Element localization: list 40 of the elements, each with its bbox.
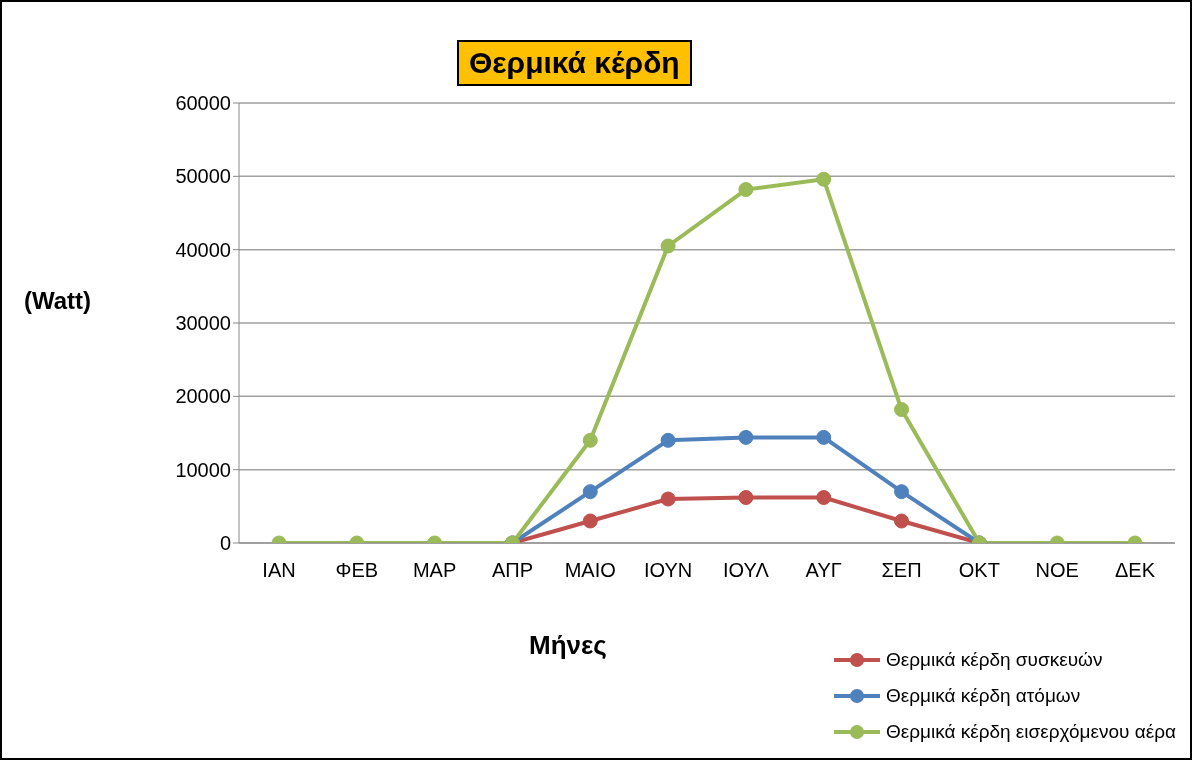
point — [738, 182, 754, 198]
y-tick-label: 40000 — [175, 238, 231, 261]
x-tick-label: ΟΚΤ — [958, 559, 1000, 582]
x-axis-title: Μήνες — [529, 630, 607, 661]
point — [660, 491, 676, 507]
y-tick-label: 20000 — [175, 385, 231, 408]
point — [894, 513, 910, 529]
chart-title: Θερμικά κέρδη — [457, 40, 692, 86]
point — [738, 429, 754, 445]
point — [894, 402, 910, 418]
point — [582, 484, 598, 500]
legend-label: Θερμικά κέρδη εισερχόμενου αέρα — [885, 721, 1176, 743]
x-tick-label: ΙΑΝ — [262, 559, 296, 582]
legend-label: Θερμικά κέρδη ατόμων — [885, 685, 1081, 707]
y-tick-label: 60000 — [175, 92, 231, 115]
point — [582, 513, 598, 529]
point — [660, 432, 676, 448]
x-tick-label: ΜΑΡ — [412, 559, 457, 582]
point — [738, 490, 754, 506]
y-tick-label: 10000 — [175, 458, 231, 481]
x-tick-label: ΝΟΕ — [1035, 559, 1079, 582]
x-tick-label: ΜΑΙΟ — [564, 559, 616, 582]
y-tick-label: 50000 — [175, 165, 231, 188]
legend-label: Θερμικά κέρδη συσκευών — [885, 649, 1103, 671]
y-tick-label: 30000 — [175, 312, 231, 335]
point — [816, 490, 832, 506]
x-tick-label: ΙΟΥΛ — [723, 559, 770, 582]
point — [816, 429, 832, 445]
x-tick-label: ΑΥΓ — [805, 559, 842, 582]
point — [816, 171, 832, 187]
point — [894, 484, 910, 500]
point — [582, 432, 598, 448]
x-tick-label: ΔΕΚ — [1114, 559, 1156, 582]
y-tick-label: 0 — [219, 532, 231, 555]
point — [660, 238, 676, 254]
x-tick-label: ΦΕΒ — [335, 559, 379, 582]
x-tick-label: ΙΟΥΝ — [643, 559, 693, 582]
x-tick-label: ΣΕΠ — [881, 559, 922, 582]
y-axis-title: (Watt) — [24, 287, 92, 315]
x-tick-label: ΑΠΡ — [491, 559, 534, 582]
